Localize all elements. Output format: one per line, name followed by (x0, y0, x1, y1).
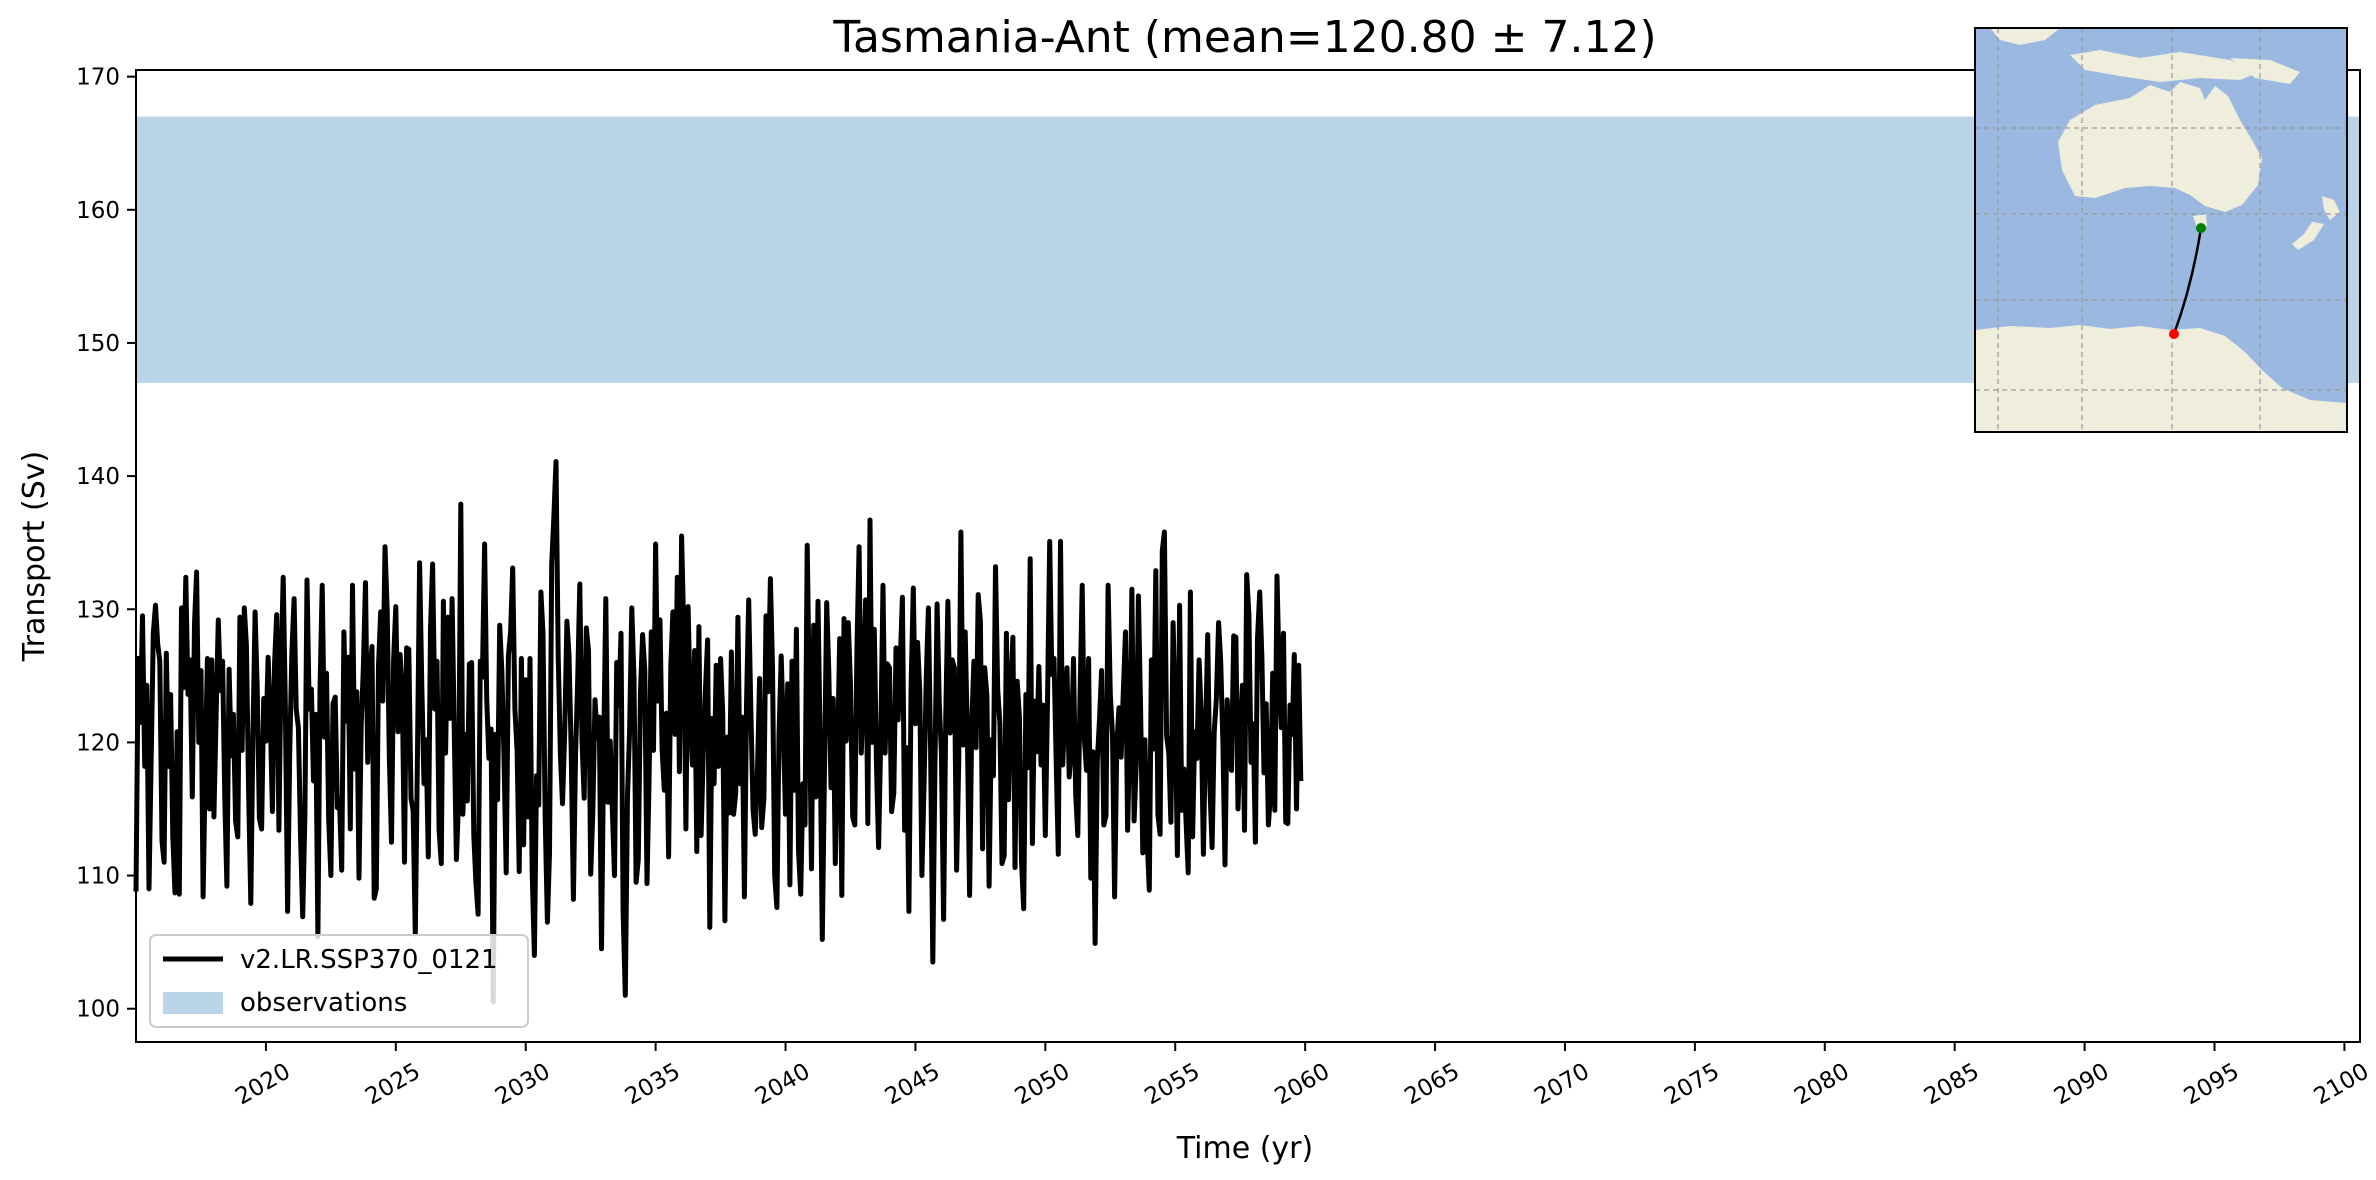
x-tick-label-2050: 2050 (1011, 1059, 1075, 1111)
x-tick-label-2030: 2030 (491, 1059, 555, 1111)
series-line-v2-lr-ssp370-0121 (133, 459, 1304, 1005)
chart-title: Tasmania-Ant (mean=120.80 ± 7.12) (832, 12, 1656, 63)
inset-map-frame (1974, 27, 2348, 433)
legend-swatch-observations (163, 992, 223, 1014)
x-tick-label-2065: 2065 (1400, 1059, 1464, 1111)
map-land-new-guinea (2230, 58, 2300, 84)
map-land-australia (2058, 82, 2262, 212)
x-axis-label: Time (yr) (1176, 1131, 1313, 1166)
x-tick-label-2035: 2035 (621, 1059, 685, 1111)
x-tick-label-2045: 2045 (881, 1059, 945, 1111)
x-tick-label-2100: 2100 (2310, 1059, 2374, 1111)
map-gridlines (1975, 28, 2347, 432)
x-tick-label-2040: 2040 (751, 1059, 815, 1111)
y-tick-label-170: 170 (76, 65, 120, 91)
map-land-antarctica (1975, 325, 2347, 432)
map-land-indonesia (2070, 50, 2260, 82)
map-start-marker (2196, 223, 2206, 233)
x-tick-label-2080: 2080 (1790, 1059, 1854, 1111)
plot-frame (135, 69, 2361, 1043)
x-tick-label-2075: 2075 (1660, 1059, 1724, 1111)
y-tick-label-130: 130 (76, 597, 120, 623)
y-tick-label-110: 110 (76, 864, 120, 890)
y-axis: 100 110 120 130 140 150 160 170 (76, 65, 136, 1023)
x-tick-label-2055: 2055 (1141, 1059, 1205, 1111)
legend: v2.LR.SSP370_0121 observations (149, 934, 529, 1028)
inset-map (1974, 27, 2348, 433)
map-land-asia (1990, 28, 2060, 45)
x-axis: 2020 2025 2030 2035 2040 2045 2050 2055 2060 2065… (231, 1042, 2373, 1110)
y-tick-label-120: 120 (76, 730, 120, 756)
x-tick-label-2095: 2095 (2180, 1059, 2244, 1111)
y-tick-label-150: 150 (76, 331, 120, 357)
legend-label-observations: observations (240, 988, 407, 1018)
y-tick-label-100: 100 (76, 997, 120, 1023)
legend-label-series: v2.LR.SSP370_0121 (240, 945, 498, 975)
x-tick-label-2025: 2025 (361, 1059, 425, 1111)
x-tick-label-2085: 2085 (1920, 1059, 1984, 1111)
y-tick-label-160: 160 (76, 198, 120, 224)
x-tick-label-2060: 2060 (1270, 1059, 1334, 1111)
map-end-marker (2169, 329, 2179, 339)
x-tick-label-2090: 2090 (2050, 1059, 2114, 1111)
map-land-new-zealand-south (2292, 222, 2324, 250)
y-tick-label-140: 140 (76, 464, 120, 490)
legend-box (149, 934, 529, 1028)
x-tick-label-2020: 2020 (231, 1059, 295, 1111)
y-axis-label: Transport (Sv) (17, 451, 52, 663)
x-tick-label-2070: 2070 (1530, 1059, 1594, 1111)
map-transect-line (2172, 227, 2203, 335)
